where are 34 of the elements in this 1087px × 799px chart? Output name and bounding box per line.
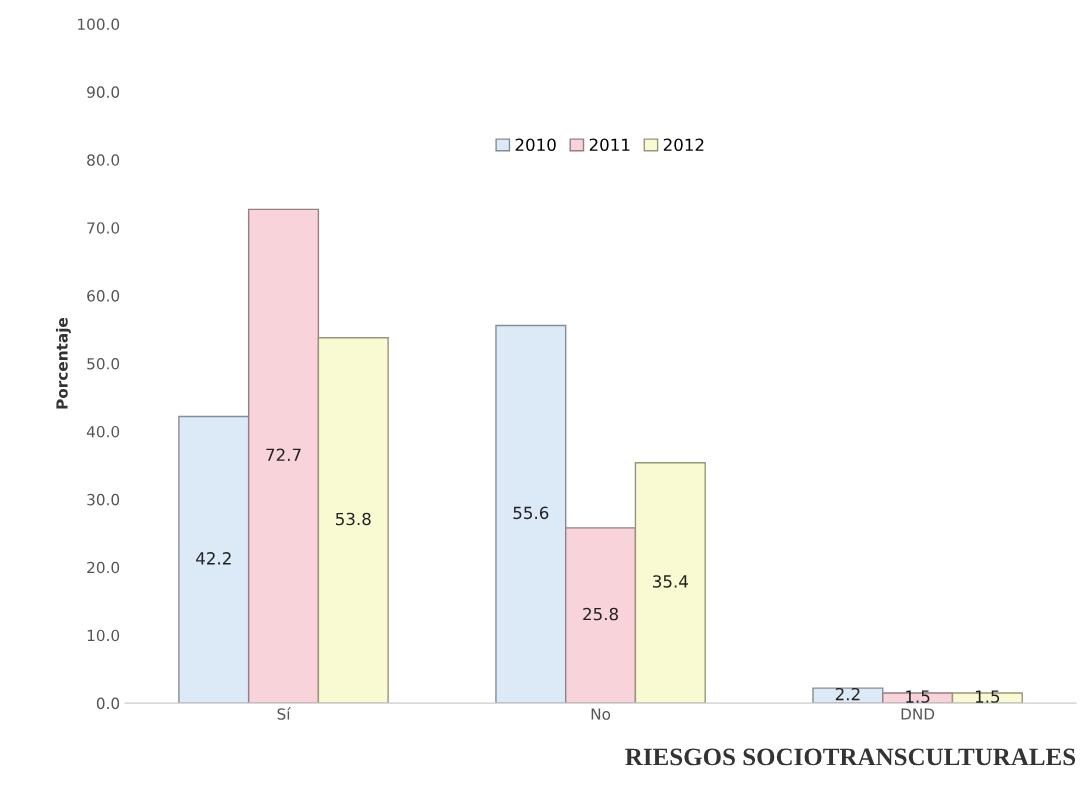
data-label: 25.8 [583, 607, 618, 621]
data-label: 35.4 [653, 575, 688, 588]
legend-label: 2011 [589, 138, 630, 152]
y-tick-label: 90.0 [87, 86, 120, 98]
y-tick-label: 30.0 [87, 493, 120, 506]
bar [178, 415, 250, 704]
data-label: 42.2 [196, 552, 231, 565]
bar [564, 527, 637, 704]
y-tick-label: 40.0 [86, 425, 120, 438]
bar [634, 462, 706, 704]
x-tick-label: DND [901, 708, 935, 720]
data-label: 55.6 [513, 506, 549, 520]
data-label: 1.5 [906, 690, 930, 703]
y-tick-label: 80.0 [87, 154, 120, 166]
y-tick-label: 70.0 [87, 222, 120, 234]
y-tick-label: 20.0 [87, 561, 120, 574]
legend-label: 2012 [663, 138, 704, 152]
bar [247, 208, 320, 704]
y-tick-label: 0.0 [96, 697, 120, 710]
x-axis-title: RIESGOS SOCIOTRANSCULTURALES [625, 748, 1076, 766]
y-tick-label: 50.0 [87, 358, 120, 370]
y-tick-label: 100.0 [78, 18, 120, 30]
y-tick-label: 10.0 [87, 629, 120, 642]
x-tick-label: Sí [277, 707, 291, 720]
legend-label: 2010 [515, 138, 556, 152]
bar [317, 337, 389, 704]
data-label: 72.7 [266, 448, 301, 461]
data-label: 1.5 [975, 690, 1000, 703]
data-label: 2.2 [835, 687, 860, 701]
bar [495, 324, 567, 704]
data-label: 53.8 [336, 512, 371, 526]
x-tick-label: No [591, 708, 611, 720]
y-tick-label: 60.0 [87, 290, 120, 302]
y-axis-title: Porcentaje [55, 317, 71, 409]
